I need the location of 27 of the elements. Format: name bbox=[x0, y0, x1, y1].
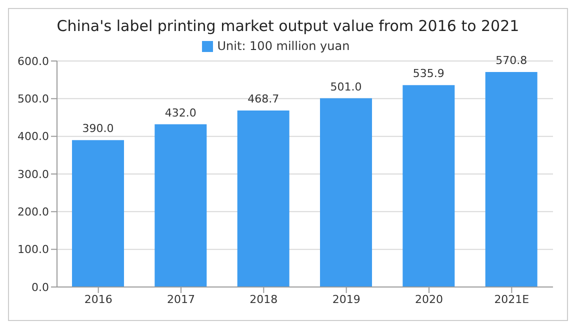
y-tick-label: 400.0 bbox=[18, 130, 49, 144]
data-label: 468.7 bbox=[248, 92, 280, 106]
bar bbox=[72, 140, 124, 287]
x-tick-label: 2018 bbox=[250, 292, 278, 306]
data-label: 390.0 bbox=[82, 122, 114, 136]
y-tick-label: 600.0 bbox=[18, 54, 49, 68]
legend-label: Unit: 100 million yuan bbox=[217, 39, 350, 53]
x-tick-label: 2019 bbox=[332, 292, 360, 306]
x-tick-label: 2020 bbox=[415, 292, 443, 306]
data-label: 570.8 bbox=[496, 54, 528, 67]
x-tick-label: 2017 bbox=[167, 292, 195, 306]
bar bbox=[320, 98, 372, 287]
data-label: 432.0 bbox=[164, 106, 196, 120]
y-tick-label: 0.0 bbox=[32, 280, 49, 294]
data-label: 535.9 bbox=[412, 67, 444, 80]
bar bbox=[485, 72, 538, 287]
x-tick-label: 2021E bbox=[494, 292, 530, 306]
x-tick-label: 2016 bbox=[84, 292, 112, 306]
y-tick-label: 200.0 bbox=[18, 206, 49, 219]
y-tick-label: 100.0 bbox=[18, 243, 49, 256]
bar bbox=[402, 85, 455, 287]
y-tick-label: 500.0 bbox=[18, 92, 49, 106]
y-tick-label: 300.0 bbox=[18, 168, 49, 181]
data-label: 501.0 bbox=[330, 80, 362, 94]
bar bbox=[154, 124, 207, 287]
chart-title: China's label printing market output value from 2016 to 2021 bbox=[56, 17, 520, 35]
bar bbox=[237, 110, 290, 287]
